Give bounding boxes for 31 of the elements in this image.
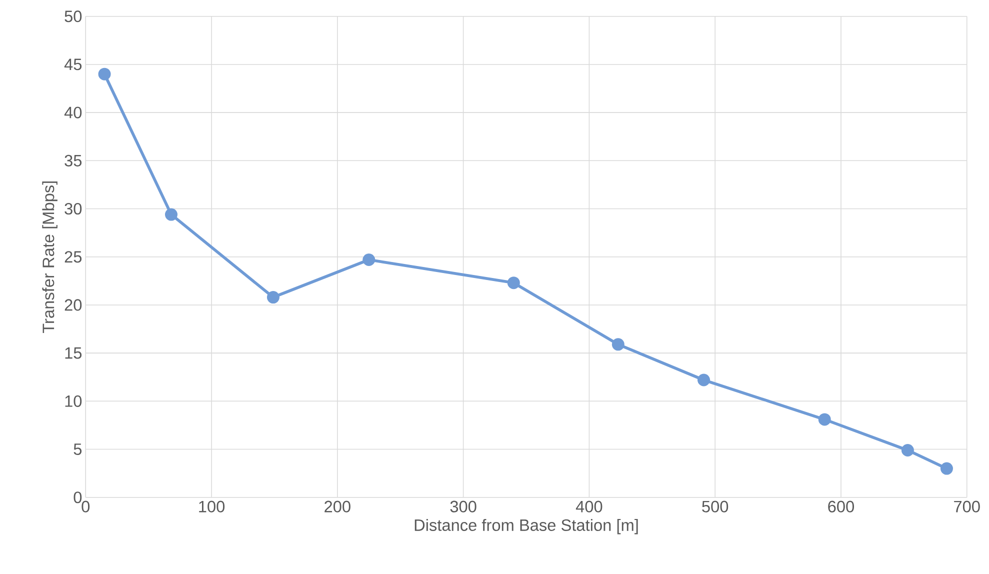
point (901, 444, 914, 456)
y-tick-label: 0 (74, 491, 82, 504)
point (164, 208, 178, 221)
y-tick-label: 5 (74, 443, 82, 455)
point (98, 68, 111, 80)
y-tick-label: 40 (64, 106, 82, 118)
y-tick-label: 45 (64, 58, 82, 70)
x-tick-label: 100 (199, 500, 225, 512)
point (507, 276, 520, 289)
y-tick-label: 30 (64, 202, 82, 214)
x-tick-label: 600 (828, 500, 854, 512)
x-tick-label: 300 (450, 500, 476, 512)
y-tick-label: 10 (65, 395, 82, 407)
x-tick-label: 400 (576, 500, 602, 512)
y-tick-label: 25 (64, 250, 82, 262)
y-tick-label: 15 (65, 347, 82, 359)
point (698, 374, 710, 386)
y-tick-label: 35 (64, 154, 82, 166)
x-tick-label: 0 (82, 500, 90, 512)
y-axis-title: Transfer Rate [Mbps] (42, 181, 58, 333)
x-tick-label: 500 (702, 500, 728, 512)
x-tick-label: 700 (954, 500, 980, 512)
point (940, 462, 953, 475)
point (266, 290, 280, 304)
x-axis-title: Distance from Base Station [m] (414, 518, 638, 534)
point (818, 413, 831, 426)
y-tick-label: 20 (64, 299, 82, 311)
point (362, 253, 376, 266)
y-tick-label: 50 (64, 10, 82, 22)
x-tick-label: 200 (324, 500, 350, 512)
point (612, 338, 624, 350)
